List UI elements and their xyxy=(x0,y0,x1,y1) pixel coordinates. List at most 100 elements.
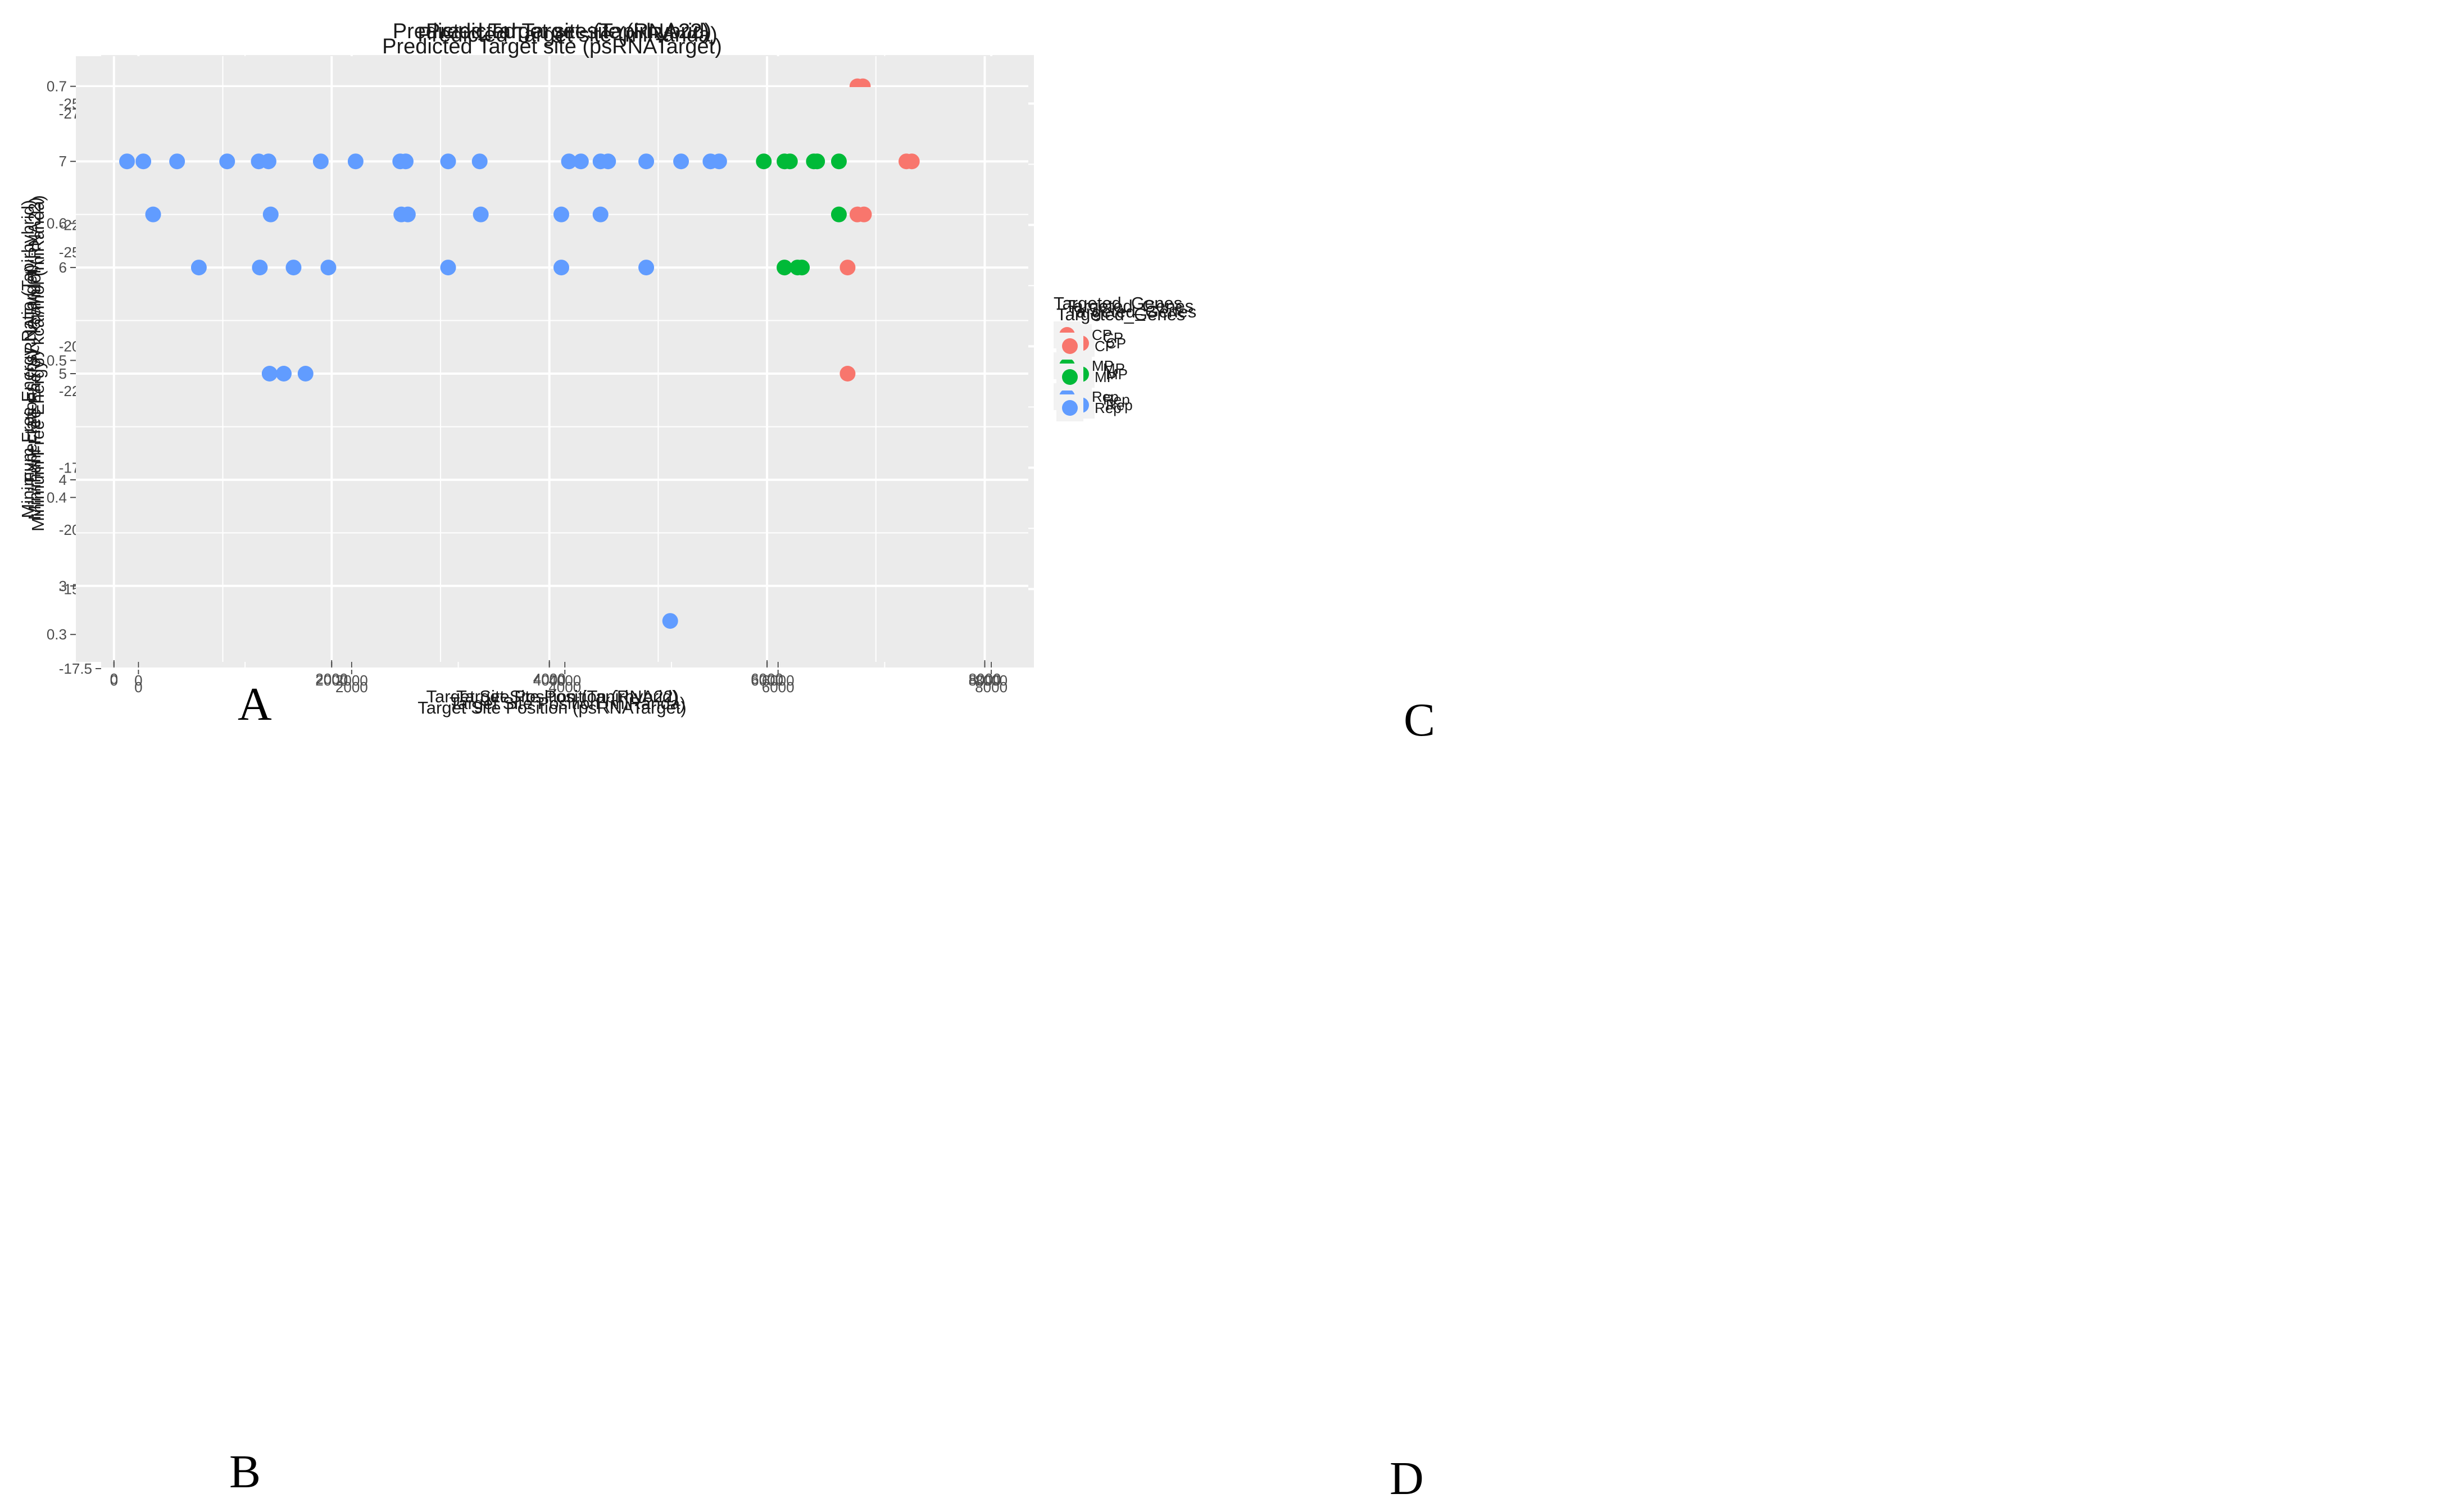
y-tick-label: 7 xyxy=(59,153,67,170)
chart-title: Predicted Target site (miRanda) xyxy=(418,23,718,47)
chart-title: Predicted Target site (psRNATarget) xyxy=(382,35,722,58)
point-rep xyxy=(297,366,314,382)
point-mp xyxy=(756,153,772,170)
point-rep xyxy=(561,153,577,170)
x-tick-label: 8000 xyxy=(975,679,1008,696)
point-rep xyxy=(440,153,456,170)
panel-letter-a: A xyxy=(238,678,272,730)
legend-label-cp: CP xyxy=(1095,338,1115,355)
point-rep xyxy=(573,153,589,170)
point-rep xyxy=(190,260,207,276)
point-mp xyxy=(794,260,810,276)
point-rep xyxy=(662,613,678,629)
point-rep xyxy=(312,153,329,170)
x-tick-label: 4000 xyxy=(548,679,581,696)
x-tick-label: 2000 xyxy=(335,672,368,689)
x-tick-label: 0 xyxy=(110,672,118,689)
point-rep xyxy=(592,206,609,223)
point-rep xyxy=(219,153,235,170)
point-mp xyxy=(782,153,798,170)
y-axis-label: Minimum Free Energy Ratio (Tapirhybrid) xyxy=(18,200,38,519)
point-rep xyxy=(600,153,616,170)
x-tick-label: 8000 xyxy=(969,672,1001,689)
point-rep xyxy=(471,153,488,170)
point-rep xyxy=(553,260,569,276)
point-rep xyxy=(119,153,135,170)
point-rep xyxy=(400,206,416,223)
point-cp xyxy=(839,260,856,276)
x-tick-label: 4000 xyxy=(533,670,566,687)
legend-title: Targeted_Genes xyxy=(1068,302,1196,321)
legend-label-mp: MP xyxy=(1095,369,1117,385)
legend-label-mp: MP xyxy=(1103,360,1125,377)
legend-title: Targeted_Genes xyxy=(1054,293,1182,313)
y-axis-label: Minimum Free Energy ~kcal/mol (miRanda) xyxy=(28,195,48,532)
point-rep xyxy=(711,153,727,170)
legend-label-rep: Rep xyxy=(1095,399,1122,416)
point-rep xyxy=(260,153,276,170)
y-tick-label: 4 xyxy=(59,471,67,488)
point-cp xyxy=(856,206,872,223)
point-rep xyxy=(473,206,489,223)
chart-title: Predicted Target site (RNA22) xyxy=(426,20,709,43)
x-tick-label: 8000 xyxy=(975,672,1008,689)
x-tick-label: 6000 xyxy=(762,672,795,689)
panel-letter-b: B xyxy=(229,1446,261,1498)
x-tick-label: 0 xyxy=(134,679,142,696)
point-rep xyxy=(638,153,655,170)
legend-label-mp: MP xyxy=(1106,366,1128,383)
x-tick-label: 4000 xyxy=(548,672,581,689)
y-tick-label: -17.5 xyxy=(59,660,92,677)
point-rep xyxy=(261,366,278,382)
y-axis-label: Minimum Free Energy ~kcal/mol (RNA22) xyxy=(25,197,44,520)
point-mp xyxy=(777,260,793,276)
x-tick-label: 6000 xyxy=(751,672,783,689)
point-rep xyxy=(169,153,185,170)
x-tick-label: 8000 xyxy=(969,670,1001,687)
legend-label-rep: Rep xyxy=(1103,391,1130,408)
point-cp xyxy=(904,153,920,170)
legend-swatch-mp xyxy=(1062,369,1078,385)
scatter-plot-psrnatarget: 0 2000 4000 6000 8000 3 4 5 6 7 Predicted Target s… xyxy=(21,35,1185,718)
point-rep xyxy=(275,366,292,382)
point-rep xyxy=(262,206,279,223)
point-rep xyxy=(397,153,414,170)
y-tick-label: 6 xyxy=(59,259,67,276)
legend-label-rep: Rep xyxy=(1092,388,1119,405)
y-tick-label: 5 xyxy=(59,365,67,382)
x-axis-label: Target Site Position (miRanda) xyxy=(450,693,686,713)
point-rep xyxy=(638,260,655,276)
point-rep xyxy=(347,153,364,170)
legend-title: Targeted_Genes xyxy=(1065,296,1193,316)
point-mp xyxy=(809,153,825,170)
point-rep xyxy=(440,260,456,276)
legend-label-mp: MP xyxy=(1092,357,1114,374)
point-rep xyxy=(320,260,337,276)
x-axis-label: Target Site Position (RNA22) xyxy=(456,687,679,706)
legend-label-cp: CP xyxy=(1103,329,1123,346)
y-tick-label: 0.5 xyxy=(47,352,67,369)
x-tick-label: 2000 xyxy=(315,672,348,689)
point-mp xyxy=(831,153,847,170)
y-tick-label: 0.6 xyxy=(47,215,67,232)
x-tick-label: 0 xyxy=(110,670,118,687)
legend-title: Targeted_Genes xyxy=(1056,305,1185,324)
point-rep xyxy=(252,260,268,276)
panel-psrnatarget: 0 2000 4000 6000 8000 3 4 5 6 7 Predicted Target s… xyxy=(0,0,1225,750)
point-rep xyxy=(553,206,569,223)
x-tick-label: 2000 xyxy=(315,670,348,687)
x-tick-label: 6000 xyxy=(762,679,795,696)
chart-title: Predicted Target site (Tapirhybrid) xyxy=(393,20,711,43)
x-tick-label: 4000 xyxy=(533,672,566,689)
x-tick-label: 2000 xyxy=(335,679,368,696)
x-tick-label: 6000 xyxy=(751,670,783,687)
point-rep xyxy=(673,153,689,170)
point-rep xyxy=(145,206,161,223)
x-tick-label: 0 xyxy=(134,672,142,689)
y-tick-label: 0.3 xyxy=(47,626,67,643)
legend-swatch-rep xyxy=(1062,400,1078,416)
point-rep xyxy=(285,260,302,276)
x-axis-label: Target Site Position (psRNATarget) xyxy=(418,698,686,718)
y-axis-label: Expectations (psRNATarget) xyxy=(21,265,40,483)
legend-label-rep: Rep xyxy=(1106,397,1133,414)
